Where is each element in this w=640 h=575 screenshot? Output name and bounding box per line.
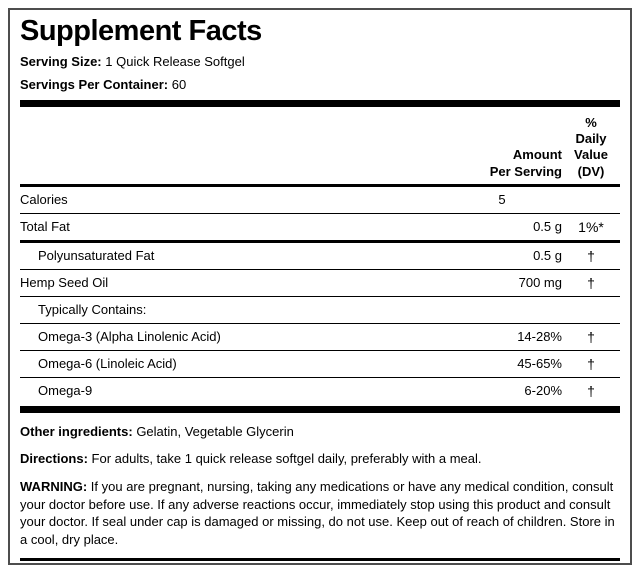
row-omega-3: Omega-3 (Alpha Linolenic Acid) 14-28% † xyxy=(20,324,620,351)
divider-thick-bottom xyxy=(20,405,620,413)
nutrient-amount: 45-65% xyxy=(517,356,562,372)
divider-medium-footnote xyxy=(20,558,620,562)
nutrient-dv: † xyxy=(587,355,595,372)
nutrient-amount: 14-28% xyxy=(517,329,562,345)
nutrient-dv: † xyxy=(587,247,595,264)
directions-label: Directions: xyxy=(20,451,88,467)
row-polyunsaturated-fat: Polyunsaturated Fat 0.5 g † xyxy=(20,243,620,270)
panel-title: Supplement Facts xyxy=(20,15,262,47)
row-omega-6: Omega-6 (Linoleic Acid) 45-65% † xyxy=(20,351,620,378)
nutrient-name: Polyunsaturated Fat xyxy=(38,248,155,264)
row-total-fat: Total Fat 0.5 g 1%* xyxy=(20,214,620,243)
divider-medium-header xyxy=(20,183,620,187)
nutrient-name: Typically Contains: xyxy=(38,302,147,318)
nutrient-name: Omega-9 xyxy=(38,383,93,399)
nutrient-amount: 5 xyxy=(498,192,506,208)
nutrient-dv: † xyxy=(587,382,595,399)
column-header-row: Amount Per Serving % Daily Value (DV) xyxy=(20,107,620,184)
row-typically-contains: Typically Contains: xyxy=(20,297,620,324)
warning-label: WARNING: xyxy=(20,478,88,494)
nutrient-name: Omega-6 (Linoleic Acid) xyxy=(38,356,177,372)
other-ingredients-label: Other ingredients: xyxy=(20,423,133,439)
row-hemp-seed-oil: Hemp Seed Oil 700 mg † xyxy=(20,270,620,297)
nutrient-amount: 0.5 g xyxy=(533,248,562,264)
serving-size-value: 1 Quick Release Softgel xyxy=(105,53,245,69)
servings-per-container-line: Servings Per Container: 60 xyxy=(20,77,620,92)
column-header-daily-value: % Daily Value (DV) xyxy=(574,114,608,179)
serving-size-line: Serving Size: 1 Quick Release Softgel xyxy=(20,54,620,69)
nutrient-dv: † xyxy=(587,274,595,291)
other-ingredients-text: Gelatin, Vegetable Glycerin xyxy=(136,423,294,439)
nutrient-table: Calories 5 Total Fat 0.5 g 1%* Polyunsat… xyxy=(20,187,620,404)
nutrient-name: Hemp Seed Oil xyxy=(20,275,109,291)
nutrient-name: Calories xyxy=(20,192,68,208)
column-header-amount: Amount Per Serving xyxy=(489,147,562,179)
directions-paragraph: Directions: For adults, take 1 quick rel… xyxy=(20,450,620,468)
warning-paragraph: WARNING: If you are pregnant, nursing, t… xyxy=(20,478,620,548)
other-ingredients-paragraph: Other ingredients: Gelatin, Vegetable Gl… xyxy=(20,423,620,441)
warning-text: If you are pregnant, nursing, taking any… xyxy=(20,478,615,547)
servings-per-container-label: Servings Per Container: xyxy=(20,76,169,92)
nutrient-amount: 0.5 g xyxy=(533,219,562,235)
nutrient-name: Total Fat xyxy=(20,219,70,235)
row-calories: Calories 5 xyxy=(20,187,620,214)
row-omega-9: Omega-9 6-20% † xyxy=(20,378,620,404)
nutrient-dv: 1%* xyxy=(578,218,604,235)
servings-per-container-value: 60 xyxy=(171,76,187,92)
directions-text: For adults, take 1 quick release softgel… xyxy=(91,451,482,467)
nutrient-amount: 6-20% xyxy=(524,383,562,399)
divider-thick-top xyxy=(20,99,620,107)
supplement-facts-panel: Supplement Facts Serving Size: 1 Quick R… xyxy=(8,8,632,565)
serving-size-label: Serving Size: xyxy=(20,53,102,69)
nutrient-dv: † xyxy=(587,328,595,345)
nutrient-name: Omega-3 (Alpha Linolenic Acid) xyxy=(38,329,221,345)
nutrient-amount: 700 mg xyxy=(518,275,562,291)
